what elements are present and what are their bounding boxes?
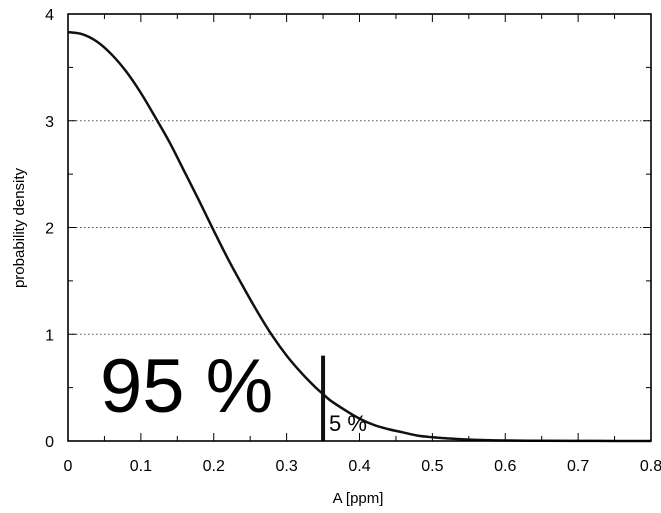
annotation-95-percent: 95 % [100, 344, 273, 429]
x-tick-label-0.5: 0.5 [421, 458, 443, 475]
x-tick-label-0.6: 0.6 [494, 458, 516, 475]
density-curve [67, 30, 652, 443]
plot-frame [67, 13, 652, 442]
y-tick-label-4: 4 [45, 7, 54, 24]
y-axis-label: probability density [11, 167, 28, 288]
y-tick-label-0: 0 [45, 434, 54, 451]
x-tick-label-0.8: 0.8 [640, 458, 661, 475]
x-tick-label-0.4: 0.4 [348, 458, 370, 475]
tick-labels: 0 1 2 3 4 0 0.1 0.2 0.3 0.4 0.5 0.6 0.7 0.8 [45, 7, 661, 475]
ticks [67, 13, 652, 442]
x-tick-label-0.2: 0.2 [203, 458, 225, 475]
y-tick-label-2: 2 [45, 221, 54, 238]
x-tick-label-0.3: 0.3 [276, 458, 298, 475]
y-tick-label-1: 1 [45, 327, 54, 344]
x-axis-label: A [ppm] [333, 490, 384, 507]
grid-lines [68, 120, 651, 335]
y-tick-label-3: 3 [45, 114, 54, 131]
x-tick-label-0.7: 0.7 [567, 458, 589, 475]
x-tick-label-0.1: 0.1 [130, 458, 152, 475]
x-tick-label-0: 0 [64, 458, 73, 475]
annotation-5-percent: 5 % [329, 411, 367, 436]
